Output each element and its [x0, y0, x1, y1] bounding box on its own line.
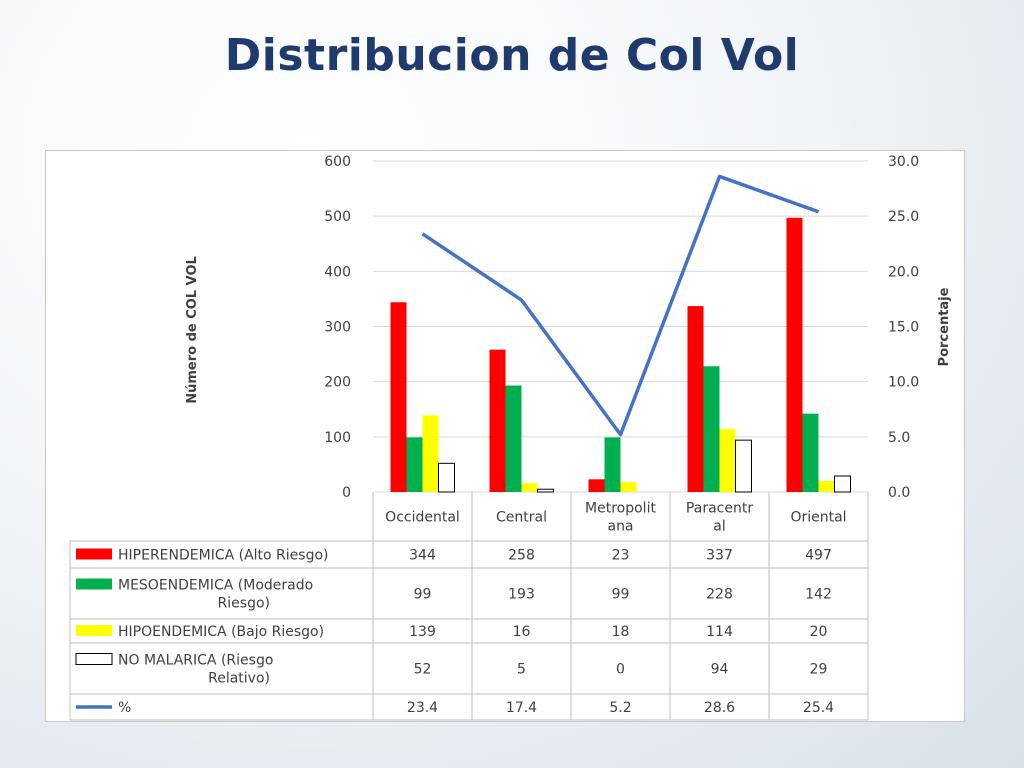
y-tick-label: 300 — [324, 320, 351, 336]
legend-label: HIPOENDEMICA (Bajo Riesgo) — [118, 624, 324, 640]
data-label: 0 — [616, 662, 625, 678]
data-label: 5.2 — [609, 700, 631, 716]
bar-2-2 — [505, 385, 522, 492]
y-axis-title: Número de COL VOL — [185, 256, 200, 404]
y-tick-label: 400 — [324, 264, 351, 280]
data-label: 52 — [414, 662, 432, 678]
y-tick-label: 100 — [324, 430, 351, 446]
category-label: Occidental — [385, 510, 460, 526]
data-label: 258 — [508, 548, 535, 564]
bar-1-4 — [687, 306, 704, 492]
data-label: 94 — [711, 662, 729, 678]
data-label: 114 — [706, 624, 733, 640]
legend-swatch — [76, 578, 112, 590]
bar-3-4 — [719, 429, 736, 492]
y-tick-label: 200 — [324, 375, 351, 391]
y-tick-label: 600 — [324, 154, 351, 170]
bar-3-3 — [620, 482, 637, 492]
slide-title: Distribucion de Col Vol — [224, 30, 800, 81]
data-label: 18 — [612, 624, 630, 640]
y2-tick-label: 5.0 — [888, 430, 910, 446]
data-label: 139 — [409, 624, 436, 640]
bar-4-1 — [438, 462, 455, 493]
bar-4-5 — [834, 475, 851, 493]
data-label: 23 — [612, 548, 630, 564]
y2-tick-label: 0.0 — [888, 485, 910, 501]
data-label: 25.4 — [803, 700, 834, 716]
bar-1-5 — [786, 217, 803, 493]
bar-1-3 — [588, 479, 605, 492]
data-label: 5 — [517, 662, 526, 678]
y2-tick-label: 30.0 — [888, 154, 919, 170]
y2-tick-label: 15.0 — [888, 320, 919, 336]
bar-2-4 — [703, 366, 720, 492]
data-label: 344 — [409, 548, 436, 564]
legend-label: Relativo) — [208, 671, 270, 687]
data-label: 17.4 — [506, 700, 537, 716]
data-label: 29 — [810, 662, 828, 678]
y-tick-label: 0 — [342, 485, 351, 501]
bar-4-2 — [537, 488, 554, 493]
legend-swatch — [75, 653, 113, 665]
y2-tick-label: 10.0 — [888, 375, 919, 391]
data-label: 20 — [810, 624, 828, 640]
data-label: 16 — [513, 624, 531, 640]
bar-2-1 — [406, 437, 423, 492]
category-label: ana — [607, 519, 633, 535]
bar-3-2 — [521, 483, 538, 492]
category-label: Oriental — [790, 510, 846, 526]
bar-3-1 — [422, 415, 439, 492]
legend-label: NO MALARICA (Riesgo — [118, 653, 273, 669]
data-label: 142 — [805, 587, 832, 603]
legend-swatch — [76, 548, 112, 560]
legend-label: MESOENDEMICA (Moderado — [118, 578, 313, 594]
category-label: Paracentr — [686, 501, 753, 517]
data-label: 99 — [612, 587, 630, 603]
y-tick-label: 500 — [324, 209, 351, 225]
bar-1-2 — [489, 349, 506, 492]
bar-4-4 — [735, 439, 752, 493]
legend-swatch — [76, 625, 112, 636]
category-label: Metropolit — [585, 501, 656, 517]
y2-tick-label: 25.0 — [888, 209, 919, 225]
legend-label: % — [118, 700, 131, 716]
category-label: Central — [496, 510, 547, 526]
data-label: 228 — [706, 587, 733, 603]
y2-axis-title: Porcentaje — [937, 287, 952, 366]
legend-label: HIPERENDEMICA (Alto Riesgo) — [118, 548, 329, 564]
bar-3-5 — [818, 480, 835, 492]
y2-tick-label: 20.0 — [888, 264, 919, 280]
data-label: 337 — [706, 548, 733, 564]
bar-1-1 — [390, 302, 407, 492]
bar-2-3 — [604, 437, 621, 492]
data-label: 28.6 — [704, 700, 735, 716]
bar-2-5 — [802, 413, 819, 492]
legend-label: Riesgo) — [218, 596, 270, 612]
line-series-percent — [421, 174, 820, 437]
data-label: 99 — [414, 587, 432, 603]
data-label: 193 — [508, 587, 535, 603]
data-label: 497 — [805, 548, 832, 564]
category-label: al — [713, 519, 725, 535]
data-label: 23.4 — [407, 700, 438, 716]
